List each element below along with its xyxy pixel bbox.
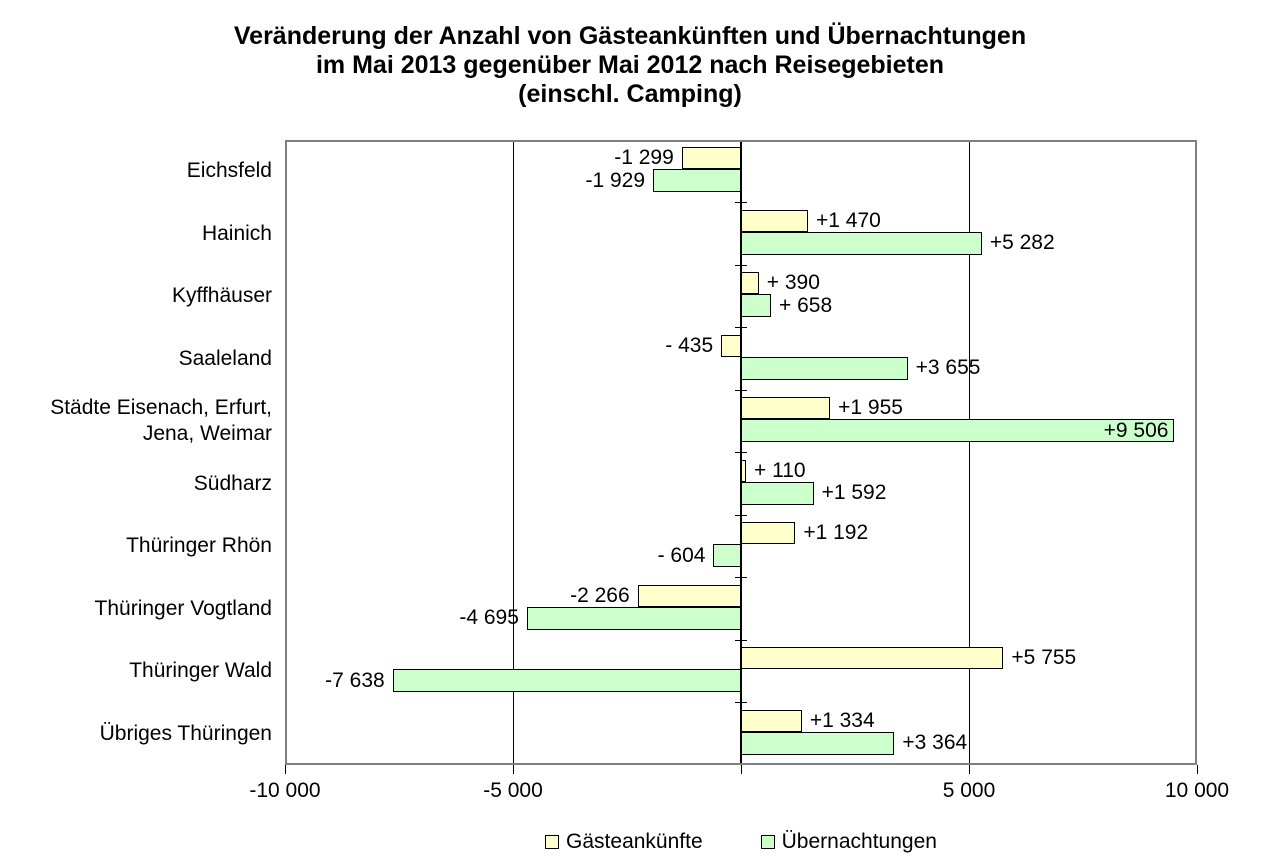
bar-value-label: -1 929 [585, 168, 646, 192]
bar-value-label: +1 592 [821, 481, 887, 504]
bar-value-label: +9 506 [1103, 418, 1169, 442]
bar-value-label: +5 755 [1011, 646, 1077, 669]
x-axis-tick-label: -10 000 [249, 779, 321, 802]
bar-value-label: -7 638 [325, 668, 385, 692]
chart-title-line-1: Veränderung der Anzahl von Gästeankünfte… [233, 22, 1027, 50]
legend-swatch-icon [545, 835, 560, 849]
category-label: Südharz [194, 453, 272, 516]
bar-gästeankünfte [741, 522, 796, 544]
legend-label: Übernachtungen [781, 830, 937, 853]
bar-value-label: + 390 [766, 271, 820, 294]
category-label-line: Thüringer Wald [129, 659, 272, 683]
category-axis-tick [735, 514, 747, 516]
category-label: Eichsfeld [187, 140, 272, 203]
legend-label: Gästeankünfte [566, 830, 703, 853]
bar-value-label: -4 695 [459, 606, 519, 629]
bar-gästeankünfte [741, 459, 747, 482]
category-label-line: Städte Eisenach, Erfurt, [50, 396, 272, 420]
bar-gästeankünfte [681, 147, 741, 169]
category-axis-tick [735, 389, 747, 391]
bar-value-label: +1 192 [803, 521, 869, 544]
category-label-line: Thüringer Vogtland [94, 596, 272, 620]
gridline-5000 [968, 140, 970, 765]
legend-item-übernachtungen: Übernachtungen [760, 830, 937, 854]
bar-value-label: + 110 [754, 458, 806, 482]
x-axis-tick-label: -5 000 [483, 779, 543, 802]
bar-value-label: +3 364 [902, 731, 968, 754]
bar-value-label: -2 266 [570, 583, 630, 607]
category-label: Thüringer Vogtland [95, 578, 272, 641]
legend-swatch-icon [760, 835, 775, 849]
category-axis-tick [735, 264, 747, 266]
category-label-line: Südharz [193, 471, 272, 495]
category-axis-tick [735, 577, 747, 578]
category-label-line: Übriges Thüringen [99, 721, 272, 745]
bar-gästeankünfte [741, 647, 1004, 669]
bar-übernachtungen [392, 669, 741, 692]
bar-übernachtungen [653, 169, 741, 192]
bar-gästeankünfte [741, 272, 759, 294]
x-axis-tick-label: 10 000 [1164, 779, 1230, 802]
category-label-line: Saaleland [178, 346, 272, 370]
category-label: Übriges Thüringen [100, 703, 272, 766]
x-axis-tick-label: 5 000 [942, 779, 996, 802]
plot-area-border [285, 140, 1197, 765]
category-label-line: Kyffhäuser [171, 284, 272, 308]
category-label-line: Jena, Weimar [142, 422, 272, 446]
category-axis-tick [735, 327, 747, 328]
bar-gästeankünfte [637, 584, 741, 607]
category-label-line: Thüringer Rhön [126, 534, 272, 558]
bar-value-label: +1 470 [816, 208, 881, 232]
gridline--5000 [512, 140, 514, 765]
bar-übernachtungen [741, 481, 814, 505]
x-axis-tick--10000 [284, 765, 286, 774]
bar-value-label: +3 655 [915, 356, 981, 379]
category-label: Städte Eisenach, Erfurt, Jena, Weimar [50, 390, 272, 453]
bar-gästeankünfte [741, 397, 831, 419]
category-axis-tick [735, 202, 747, 203]
category-axis-tick [735, 702, 747, 703]
category-label-line: Hainich [201, 221, 272, 245]
chart-title-line-3: (einschl. Camping) [518, 80, 742, 108]
x-axis-tick-0 [740, 765, 742, 774]
category-label: Kyffhäuser [172, 265, 272, 328]
bar-übernachtungen [741, 231, 982, 255]
category-axis-tick [735, 639, 747, 641]
bar-übernachtungen [741, 419, 1175, 442]
chart-legend: Gästeankünfte Übernachtungen [285, 830, 1197, 854]
x-axis-tick-5000 [968, 765, 970, 774]
bar-value-label: + 658 [779, 293, 833, 317]
category-axis-tick [735, 452, 747, 453]
bar-gästeankünfte [741, 209, 809, 232]
category-label: Thüringer Wald [129, 640, 272, 703]
bar-übernachtungen [713, 544, 741, 567]
bar-übernachtungen [741, 731, 895, 755]
bar-übernachtungen [741, 294, 771, 317]
chart-title-line-2: im Mai 2013 gegenüber Mai 2012 nach Reis… [315, 51, 945, 79]
x-axis-tick-10000 [1196, 765, 1198, 774]
category-label: Saaleland [179, 328, 272, 391]
bar-gästeankünfte [741, 709, 802, 732]
bar-gästeankünfte [721, 334, 741, 357]
bar-value-label: - 435 [665, 333, 714, 357]
chart-title: Veränderung der Anzahl von Gästeankünfte… [0, 22, 1260, 109]
bar-value-label: -1 299 [614, 146, 674, 169]
bar-value-label: +5 282 [989, 231, 1055, 254]
x-axis-tick--5000 [512, 765, 514, 774]
legend-item-gästeankünfte: Gästeankünfte [545, 830, 703, 854]
bar-value-label: - 604 [657, 543, 706, 567]
bar-value-label: +1 334 [809, 708, 875, 732]
category-label: Hainich [202, 203, 272, 266]
category-label-line: Eichsfeld [186, 159, 272, 183]
category-label: Thüringer Rhön [126, 515, 272, 578]
bar-übernachtungen [526, 606, 741, 630]
bar-übernachtungen [741, 356, 908, 380]
bar-value-label: +1 955 [838, 396, 903, 419]
